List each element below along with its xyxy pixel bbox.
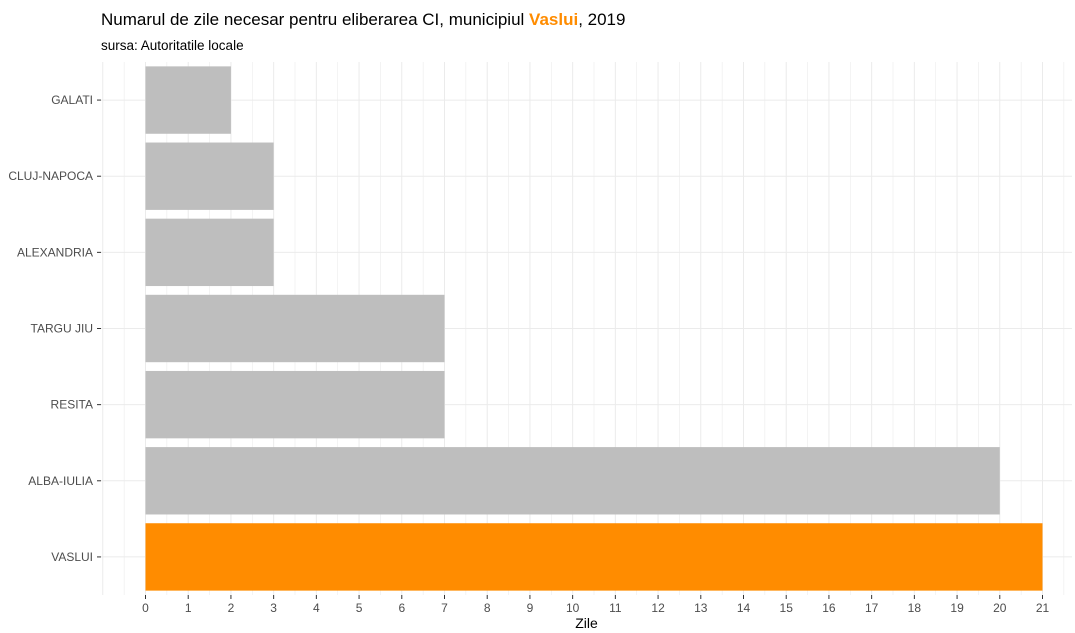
category-label-vaslui: VASLUI — [51, 550, 93, 564]
category-label-galati: GALATI — [51, 93, 93, 107]
bar-vaslui — [145, 523, 1043, 591]
chart-title-highlight: Vaslui — [529, 10, 579, 29]
x-tick-label: 11 — [609, 601, 622, 615]
x-tick-label: 21 — [1036, 601, 1050, 615]
x-axis-ticks: 0 1 2 3 4 5 6 7 8 9 10 11 12 13 14 15 16 17 18 19 20 21 — [142, 595, 1049, 615]
x-tick-label: 12 — [651, 601, 665, 615]
bar-resita — [145, 370, 445, 439]
bar-targu-jiu — [145, 294, 445, 363]
x-tick-label: 17 — [865, 601, 879, 615]
category-label-targu-jiu: TARGU JIU — [31, 322, 93, 336]
x-tick-label: 19 — [950, 601, 964, 615]
category-label-alexandria: ALEXANDRIA — [17, 245, 93, 259]
chart-subtitle: sursa: Autoritatile locale — [101, 38, 244, 53]
x-tick-label: 9 — [527, 601, 534, 615]
x-axis-title: Zile — [575, 615, 598, 631]
chart-title-prefix: Numarul de zile necesar pentru eliberare… — [101, 10, 530, 29]
x-tick-label: 7 — [441, 601, 448, 615]
x-tick-label: 5 — [356, 601, 363, 615]
category-label-cluj-napoca: CLUJ-NAPOCA — [8, 169, 93, 183]
x-tick-label: 16 — [822, 601, 836, 615]
x-tick-label: 2 — [228, 601, 235, 615]
x-tick-label: 0 — [142, 601, 149, 615]
x-tick-label: 8 — [484, 601, 491, 615]
bar-alexandria — [145, 218, 274, 287]
bar-cluj-napoca — [145, 142, 274, 210]
x-tick-label: 18 — [908, 601, 922, 615]
bar-galati — [145, 66, 231, 134]
x-tick-label: 14 — [737, 601, 751, 615]
category-label-resita: RESITA — [51, 398, 93, 412]
bar-alba-iulia — [145, 447, 1000, 515]
chart-title: Numarul de zile necesar pentru eliberare… — [101, 10, 625, 30]
x-tick-label: 20 — [993, 601, 1007, 615]
x-tick-label: 13 — [694, 601, 708, 615]
x-tick-label: 1 — [185, 601, 192, 615]
chart-title-suffix: , 2019 — [578, 10, 626, 29]
x-tick-label: 6 — [398, 601, 405, 615]
x-tick-label: 10 — [566, 601, 580, 615]
x-tick-label: 4 — [313, 601, 320, 615]
category-labels: GALATI CLUJ-NAPOCA ALEXANDRIA TARGU JIU RESI… — [8, 93, 101, 564]
category-label-alba-iulia: ALBA-IULIA — [28, 474, 93, 488]
x-tick-label: 3 — [270, 601, 277, 615]
x-tick-label: 15 — [780, 601, 794, 615]
bars — [145, 66, 1043, 591]
